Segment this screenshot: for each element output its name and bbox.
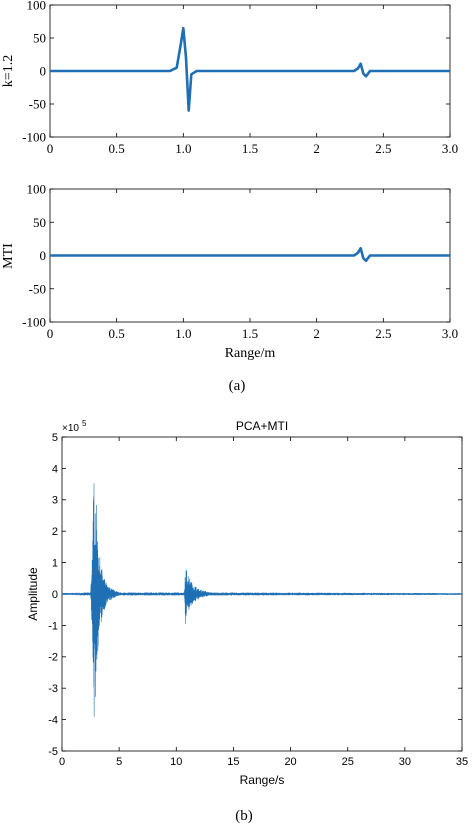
y-tick-label: -100 — [22, 130, 46, 145]
x-tick-label: 25 — [342, 756, 354, 768]
series-line — [50, 246, 450, 263]
x-tick-label: 20 — [284, 756, 296, 768]
x-tick-label: 3.0 — [442, 141, 458, 156]
y-tick-label: 4 — [52, 463, 58, 475]
y-tick-label: -2 — [48, 652, 58, 664]
x-tick-label: 1.5 — [242, 326, 258, 341]
y-tick-label: 0 — [52, 589, 58, 601]
y-tick-label: 100 — [27, 0, 47, 13]
x-tick-label: 0.5 — [109, 326, 125, 341]
signal-trace — [61, 483, 463, 717]
panel-b: PCA+MTI ×10 5 Amplitude 0 5 10 15 20 25 30 3554… — [26, 419, 468, 787]
x-tick-label: 35 — [456, 756, 468, 768]
x-tick-label: 10 — [170, 756, 182, 768]
x-tick-label: 1.0 — [175, 326, 191, 341]
axis-ticks: 0 0.5 1.0 1.5 2 2.5 3.0 100 50 0 -50 -100 — [22, 182, 458, 341]
x-tick-label: 0.5 — [109, 141, 125, 156]
y-tick-label: -50 — [29, 97, 46, 112]
x-axis-label: Range/m — [225, 346, 276, 361]
y-exponent-power: 5 — [82, 419, 87, 428]
x-tick-label: 0 — [47, 141, 54, 156]
y-axis-label: MTI — [1, 243, 16, 269]
chart-title: PCA+MTI — [236, 419, 288, 433]
axis-ticks: 0 0.5 1.0 1.5 2 2.5 3.0 100 50 0 -50 -100 — [22, 0, 458, 156]
y-tick-label: -50 — [29, 281, 46, 296]
x-tick-label: 2 — [313, 326, 320, 341]
y-tick-label: -4 — [48, 714, 58, 726]
panel-a-bottom: MTI 0 0.5 1.0 1.5 2 2.5 3.0 100 50 0 -50 -100 Range… — [1, 182, 458, 361]
y-axis-label: k=1.2 — [1, 55, 16, 87]
y-tick-label: 100 — [27, 182, 47, 197]
x-tick-label: 2 — [313, 141, 320, 156]
x-tick-label: 0 — [59, 756, 65, 768]
y-tick-label: -5 — [48, 746, 58, 758]
caption-a: (a) — [229, 378, 246, 394]
x-tick-label: 1.0 — [175, 141, 191, 156]
y-axis-label: Amplitude — [26, 567, 40, 621]
y-exponent-base: ×10 — [62, 423, 79, 434]
caption-b: (b) — [235, 808, 253, 824]
y-tick-label: 50 — [33, 215, 46, 230]
series-line — [61, 483, 463, 717]
x-axis-label: Range/s — [240, 773, 285, 787]
x-tick-label: 5 — [116, 756, 122, 768]
x-tick-label: 1.5 — [242, 141, 258, 156]
series-line — [50, 26, 450, 112]
y-tick-label: 50 — [33, 31, 46, 46]
y-tick-label: -1 — [48, 620, 58, 632]
x-tick-label: 2.5 — [375, 326, 391, 341]
x-tick-label: 3.0 — [442, 326, 458, 341]
x-tick-label: 30 — [399, 756, 411, 768]
y-tick-label: 1 — [52, 557, 58, 569]
y-tick-label: 2 — [52, 526, 58, 538]
x-tick-label: 2.5 — [375, 141, 391, 156]
y-tick-label: 0 — [40, 248, 47, 263]
y-tick-label: -100 — [22, 315, 46, 330]
y-tick-label: -3 — [48, 683, 58, 695]
x-tick-label: 0 — [47, 326, 54, 341]
y-tick-label: 5 — [52, 432, 58, 444]
y-tick-label: 3 — [52, 495, 58, 507]
y-tick-label: 0 — [40, 64, 47, 79]
x-tick-label: 15 — [227, 756, 239, 768]
panel-a-top: k=1.2 0 0.5 1.0 1.5 2 2.5 3.0 100 50 0 -50 -100 — [1, 0, 458, 156]
